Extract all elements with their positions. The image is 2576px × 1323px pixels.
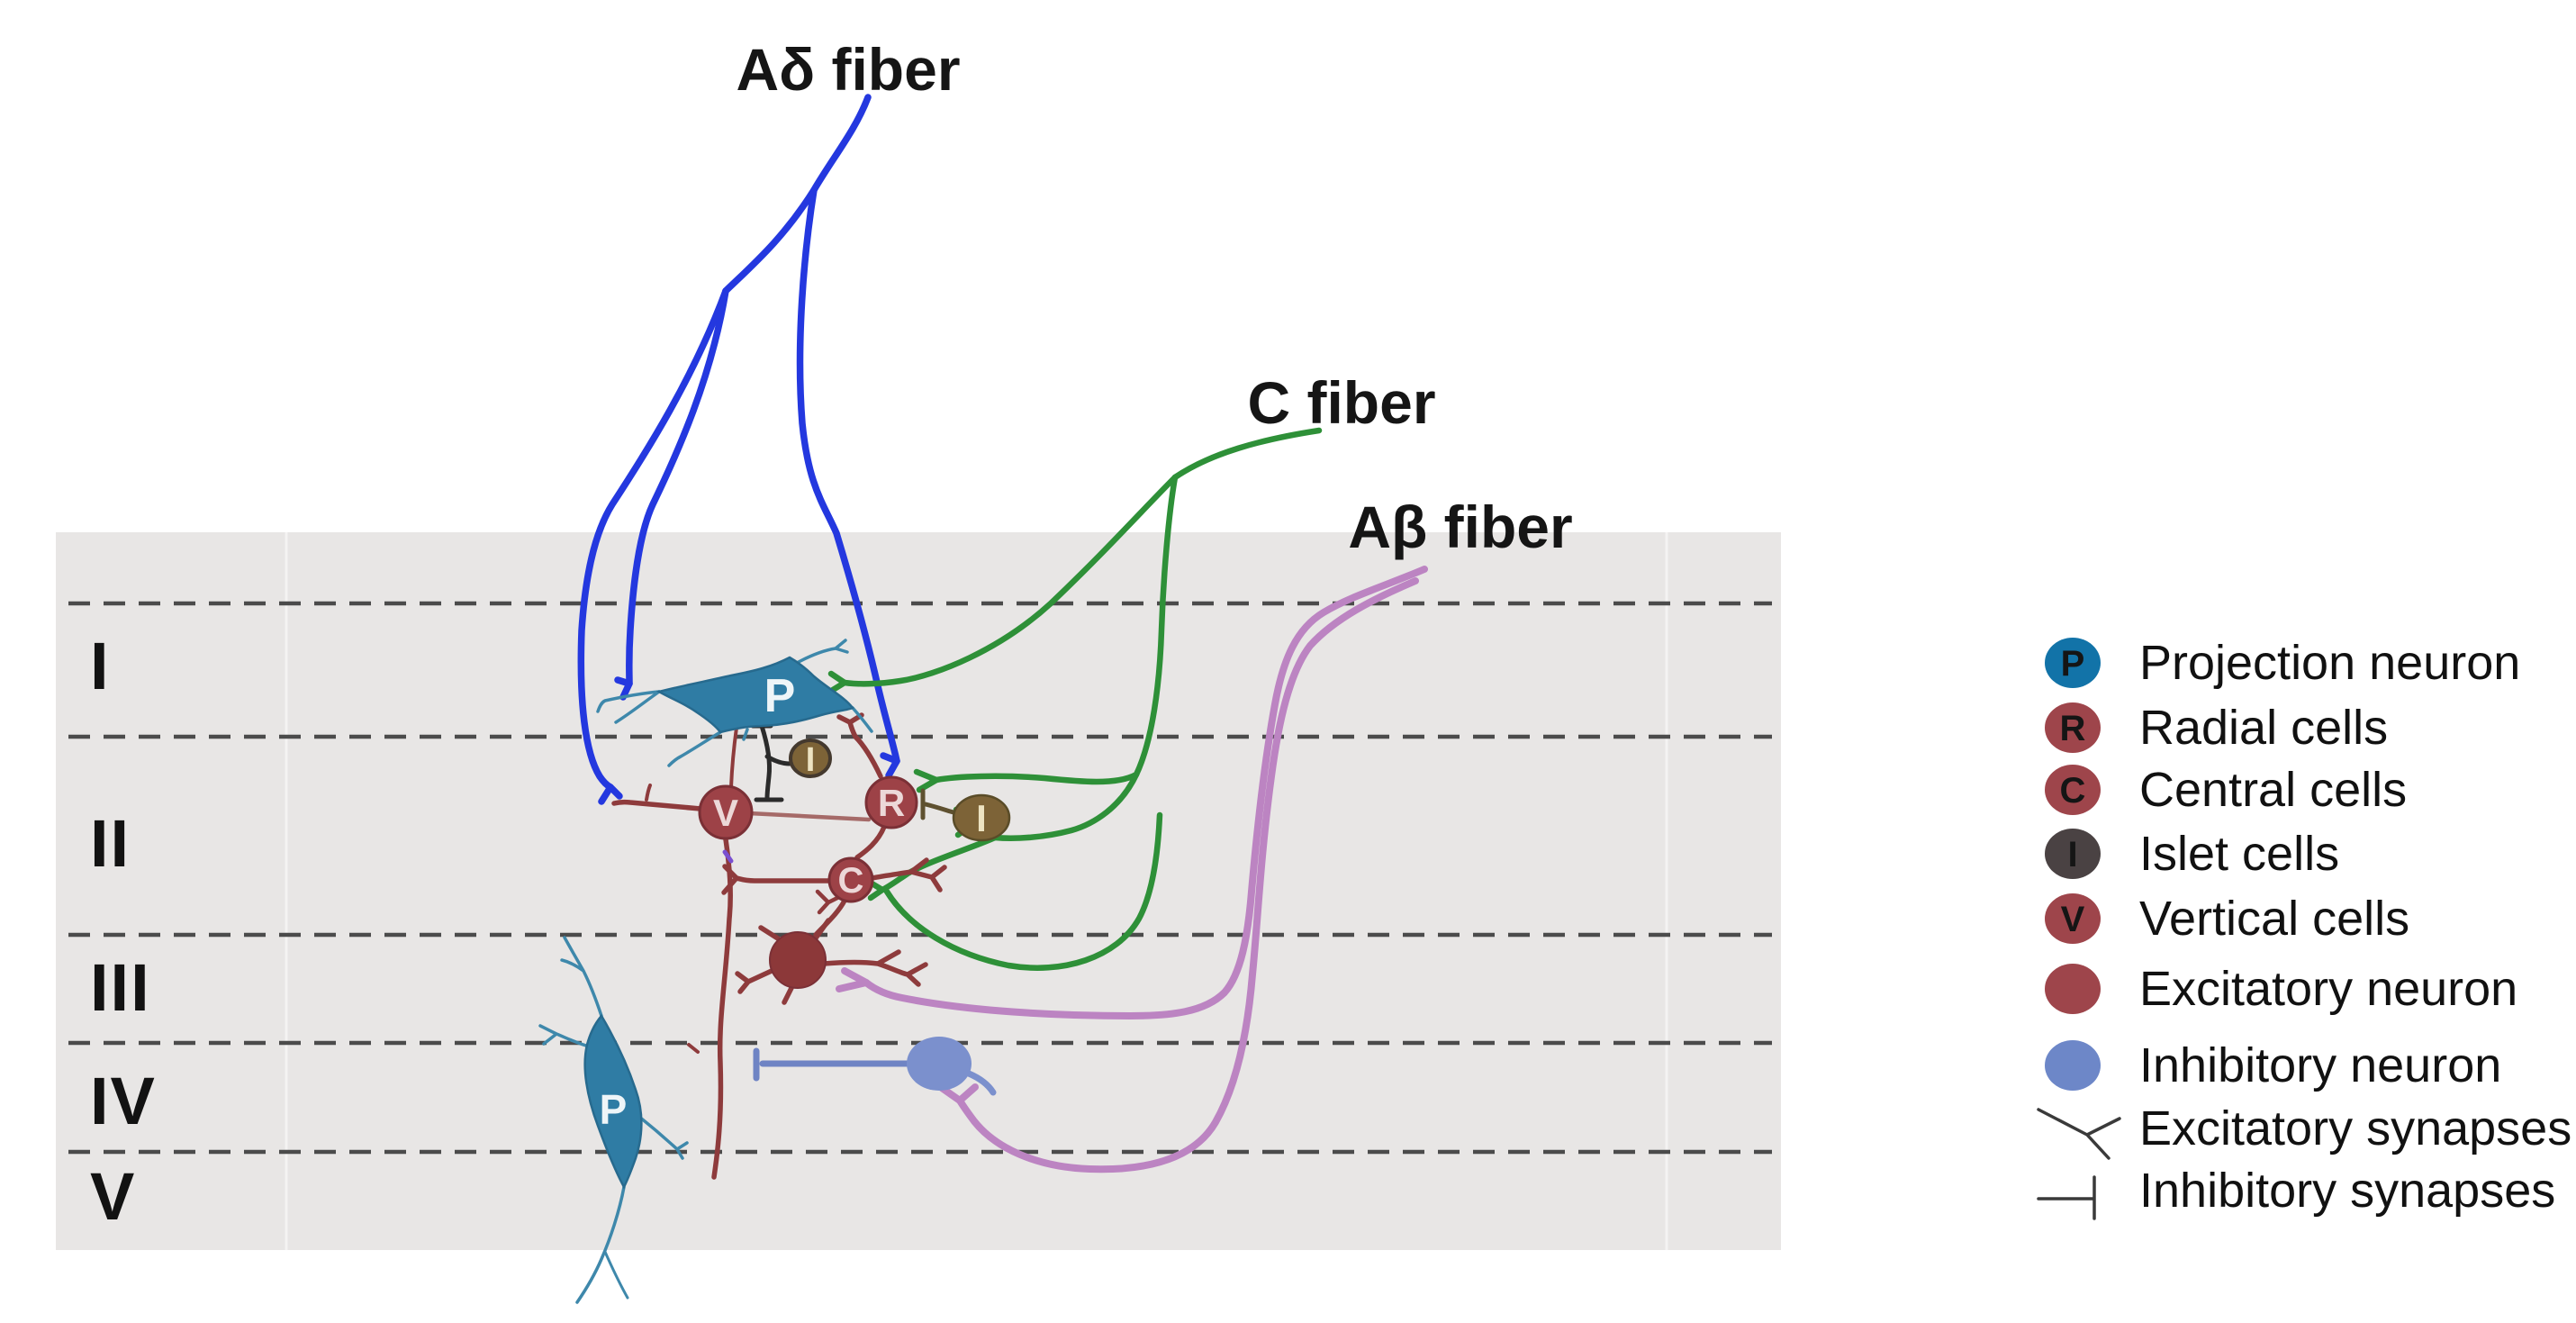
legend-item-islet-cells: I Islet cells bbox=[2037, 822, 2339, 885]
svg-text:V: V bbox=[2061, 900, 2085, 939]
svg-text:I: I bbox=[2067, 835, 2077, 874]
islet-cell-lower-letter: I bbox=[976, 797, 987, 839]
purple-tick bbox=[722, 849, 734, 864]
legend-label: Excitatory synapses bbox=[2139, 1101, 2572, 1155]
excitatory-neuron-icon bbox=[2045, 964, 2101, 1014]
a-delta-fiber bbox=[577, 94, 900, 805]
radial-cells-icon: R bbox=[2045, 702, 2101, 753]
lamina-label-V: V bbox=[90, 1159, 136, 1234]
inhibitory-synapse-icon bbox=[2037, 1175, 2096, 1220]
central-cell-letter: C bbox=[838, 861, 864, 901]
legend-label: Inhibitory neuron bbox=[2139, 1038, 2502, 1092]
projection-neuron-lower-letter: P bbox=[600, 1086, 628, 1133]
inhibitory-neuron-icon bbox=[2045, 1040, 2101, 1091]
svg-text:R: R bbox=[2060, 709, 2086, 748]
legend-label: Central cells bbox=[2139, 763, 2408, 817]
laminae-background bbox=[56, 532, 1781, 1250]
legend-label: Projection neuron bbox=[2139, 636, 2521, 690]
vertical-cell: V bbox=[698, 784, 754, 840]
lamina-label-III: III bbox=[90, 950, 151, 1025]
islet-cell-lower: I bbox=[952, 793, 1011, 842]
excitatory-synapse-icon bbox=[2037, 1108, 2121, 1160]
vertical-to-radial-link bbox=[746, 811, 872, 822]
background-seams bbox=[285, 532, 1668, 1250]
islet-inhibitory-connector bbox=[920, 788, 956, 820]
legend-label: Inhibitory synapses bbox=[2139, 1164, 2556, 1218]
legend: P Projection neuron R Radial cells C Cen… bbox=[2037, 0, 2576, 1323]
projection-neuron-icon: P bbox=[2045, 638, 2101, 688]
vertical-cells-icon: V bbox=[2045, 893, 2101, 944]
inhibitory-neuron bbox=[753, 1037, 997, 1096]
projection-neuron-lower-body bbox=[583, 1013, 643, 1190]
projection-neuron-top-body bbox=[655, 656, 854, 734]
legend-item-inhibitory-synapses: Inhibitory synapses bbox=[2037, 1159, 2555, 1222]
lamina-label-II: II bbox=[90, 806, 131, 881]
lamina-label-I: I bbox=[90, 629, 111, 703]
svg-text:C: C bbox=[2060, 771, 2086, 811]
legend-item-central-cells: C Central cells bbox=[2037, 758, 2407, 821]
central-cells-icon: C bbox=[2045, 765, 2101, 815]
islet-cells-icon: I bbox=[2045, 829, 2101, 879]
legend-item-vertical-cells: V Vertical cells bbox=[2037, 887, 2409, 950]
legend-label: Radial cells bbox=[2139, 701, 2389, 755]
legend-label: Islet cells bbox=[2139, 827, 2340, 881]
central-cell: C bbox=[827, 856, 874, 903]
legend-item-excitatory-neuron: Excitatory neuron bbox=[2037, 957, 2517, 1020]
legend-item-excitatory-synapses: Excitatory synapses bbox=[2037, 1097, 2571, 1160]
projection-neuron-lower: P bbox=[538, 936, 689, 1304]
c-fiber-label: C fiber bbox=[1247, 369, 1435, 436]
excitatory-neuron bbox=[769, 931, 827, 989]
islet-cell-upper-letter: I bbox=[806, 741, 816, 779]
legend-item-inhibitory-neuron: Inhibitory neuron bbox=[2037, 1034, 2501, 1097]
a-beta-fiber bbox=[836, 566, 1428, 1173]
islet-cell-upper: I bbox=[789, 739, 832, 779]
vertical-cell-letter: V bbox=[713, 792, 738, 834]
legend-label: Excitatory neuron bbox=[2139, 962, 2518, 1016]
a-beta-fiber-label: Aβ fiber bbox=[1348, 494, 1572, 560]
a-delta-fiber-label: Aδ fiber bbox=[736, 36, 960, 103]
legend-label: Vertical cells bbox=[2139, 892, 2410, 946]
projection-neuron-top-letter: P bbox=[764, 670, 796, 722]
radial-cell-letter: R bbox=[878, 782, 905, 824]
inhibitory-neuron-body bbox=[907, 1037, 972, 1091]
lamina-label-IV: IV bbox=[90, 1064, 157, 1138]
projection-neuron-top: P bbox=[596, 639, 873, 767]
radial-cell: R bbox=[864, 775, 918, 829]
svg-text:P: P bbox=[2061, 644, 2085, 684]
legend-item-projection-neuron: P Projection neuron bbox=[2037, 631, 2520, 694]
red-dendrite-network bbox=[611, 712, 947, 1180]
legend-item-radial-cells: R Radial cells bbox=[2037, 696, 2388, 759]
